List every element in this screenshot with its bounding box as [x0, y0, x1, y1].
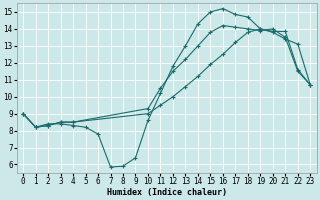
X-axis label: Humidex (Indice chaleur): Humidex (Indice chaleur) [107, 188, 227, 197]
